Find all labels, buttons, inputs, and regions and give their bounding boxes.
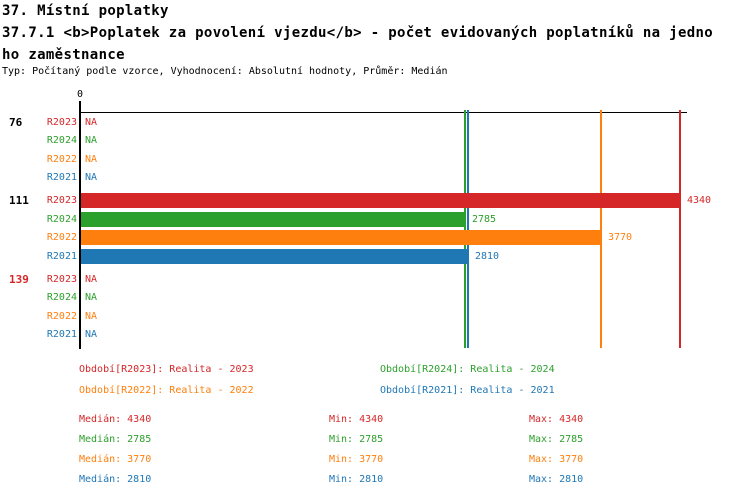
zero-tick-label: 0	[77, 89, 84, 100]
value-label: 3770	[608, 232, 633, 243]
series-label: R2021	[46, 172, 77, 183]
na-label: NA	[85, 154, 98, 165]
report-title-line3: ho zaměstnance	[2, 47, 125, 63]
stat-max: Max: 2785	[529, 434, 584, 445]
na-label: NA	[85, 329, 98, 340]
x-axis-line	[80, 112, 687, 113]
y-axis-line	[79, 101, 81, 349]
bar	[81, 212, 465, 227]
legend-item-R2024: Období[R2024]: Realita - 2024	[380, 364, 555, 375]
bar	[81, 193, 680, 208]
bar	[81, 249, 468, 264]
stat-max: Max: 2810	[529, 474, 584, 485]
median-line-R2022	[600, 110, 602, 348]
value-label: 4340	[687, 195, 712, 206]
series-label: R2021	[46, 329, 77, 340]
series-label: R2023	[46, 195, 77, 206]
stat-median: Medián: 2810	[79, 474, 152, 485]
median-line-R2021	[467, 110, 469, 348]
na-label: NA	[85, 311, 98, 322]
series-label: R2023	[46, 117, 77, 128]
stat-min: Min: 2810	[329, 474, 384, 485]
series-label: R2022	[46, 232, 77, 243]
series-label: R2022	[46, 154, 77, 165]
bar	[81, 230, 601, 245]
group-label: 111	[9, 194, 29, 207]
legend-item-R2021: Období[R2021]: Realita - 2021	[380, 385, 555, 396]
series-label: R2021	[46, 251, 77, 262]
na-label: NA	[85, 292, 98, 303]
legend-item-R2023: Období[R2023]: Realita - 2023	[79, 364, 254, 375]
stat-min: Min: 3770	[329, 454, 384, 465]
na-label: NA	[85, 172, 98, 183]
series-label: R2024	[46, 214, 77, 225]
series-label: R2022	[46, 311, 77, 322]
stat-min: Min: 2785	[329, 434, 384, 445]
report-subtitle: Typ: Počítaný podle vzorce, Vyhodnocení:…	[2, 66, 448, 77]
series-label: R2024	[46, 135, 77, 146]
series-label: R2024	[46, 292, 77, 303]
report-title-line2: 37.7.1 <b>Poplatek za povolení vjezdu</b…	[2, 25, 714, 41]
series-label: R2023	[46, 274, 77, 285]
stat-min: Min: 4340	[329, 414, 384, 425]
legend-item-R2022: Období[R2022]: Realita - 2022	[79, 385, 254, 396]
stat-max: Max: 3770	[529, 454, 584, 465]
median-line-R2023	[679, 110, 681, 348]
stat-max: Max: 4340	[529, 414, 584, 425]
report-title-line1: 37. Místní poplatky	[2, 3, 169, 19]
na-label: NA	[85, 117, 98, 128]
na-label: NA	[85, 135, 98, 146]
stat-median: Medián: 2785	[79, 434, 152, 445]
value-label: 2810	[475, 251, 500, 262]
na-label: NA	[85, 274, 98, 285]
stat-median: Medián: 4340	[79, 414, 152, 425]
stat-median: Medián: 3770	[79, 454, 152, 465]
value-label: 2785	[472, 214, 497, 225]
group-label: 76	[9, 116, 23, 129]
median-line-R2024	[464, 110, 466, 348]
group-label: 139	[9, 273, 29, 286]
